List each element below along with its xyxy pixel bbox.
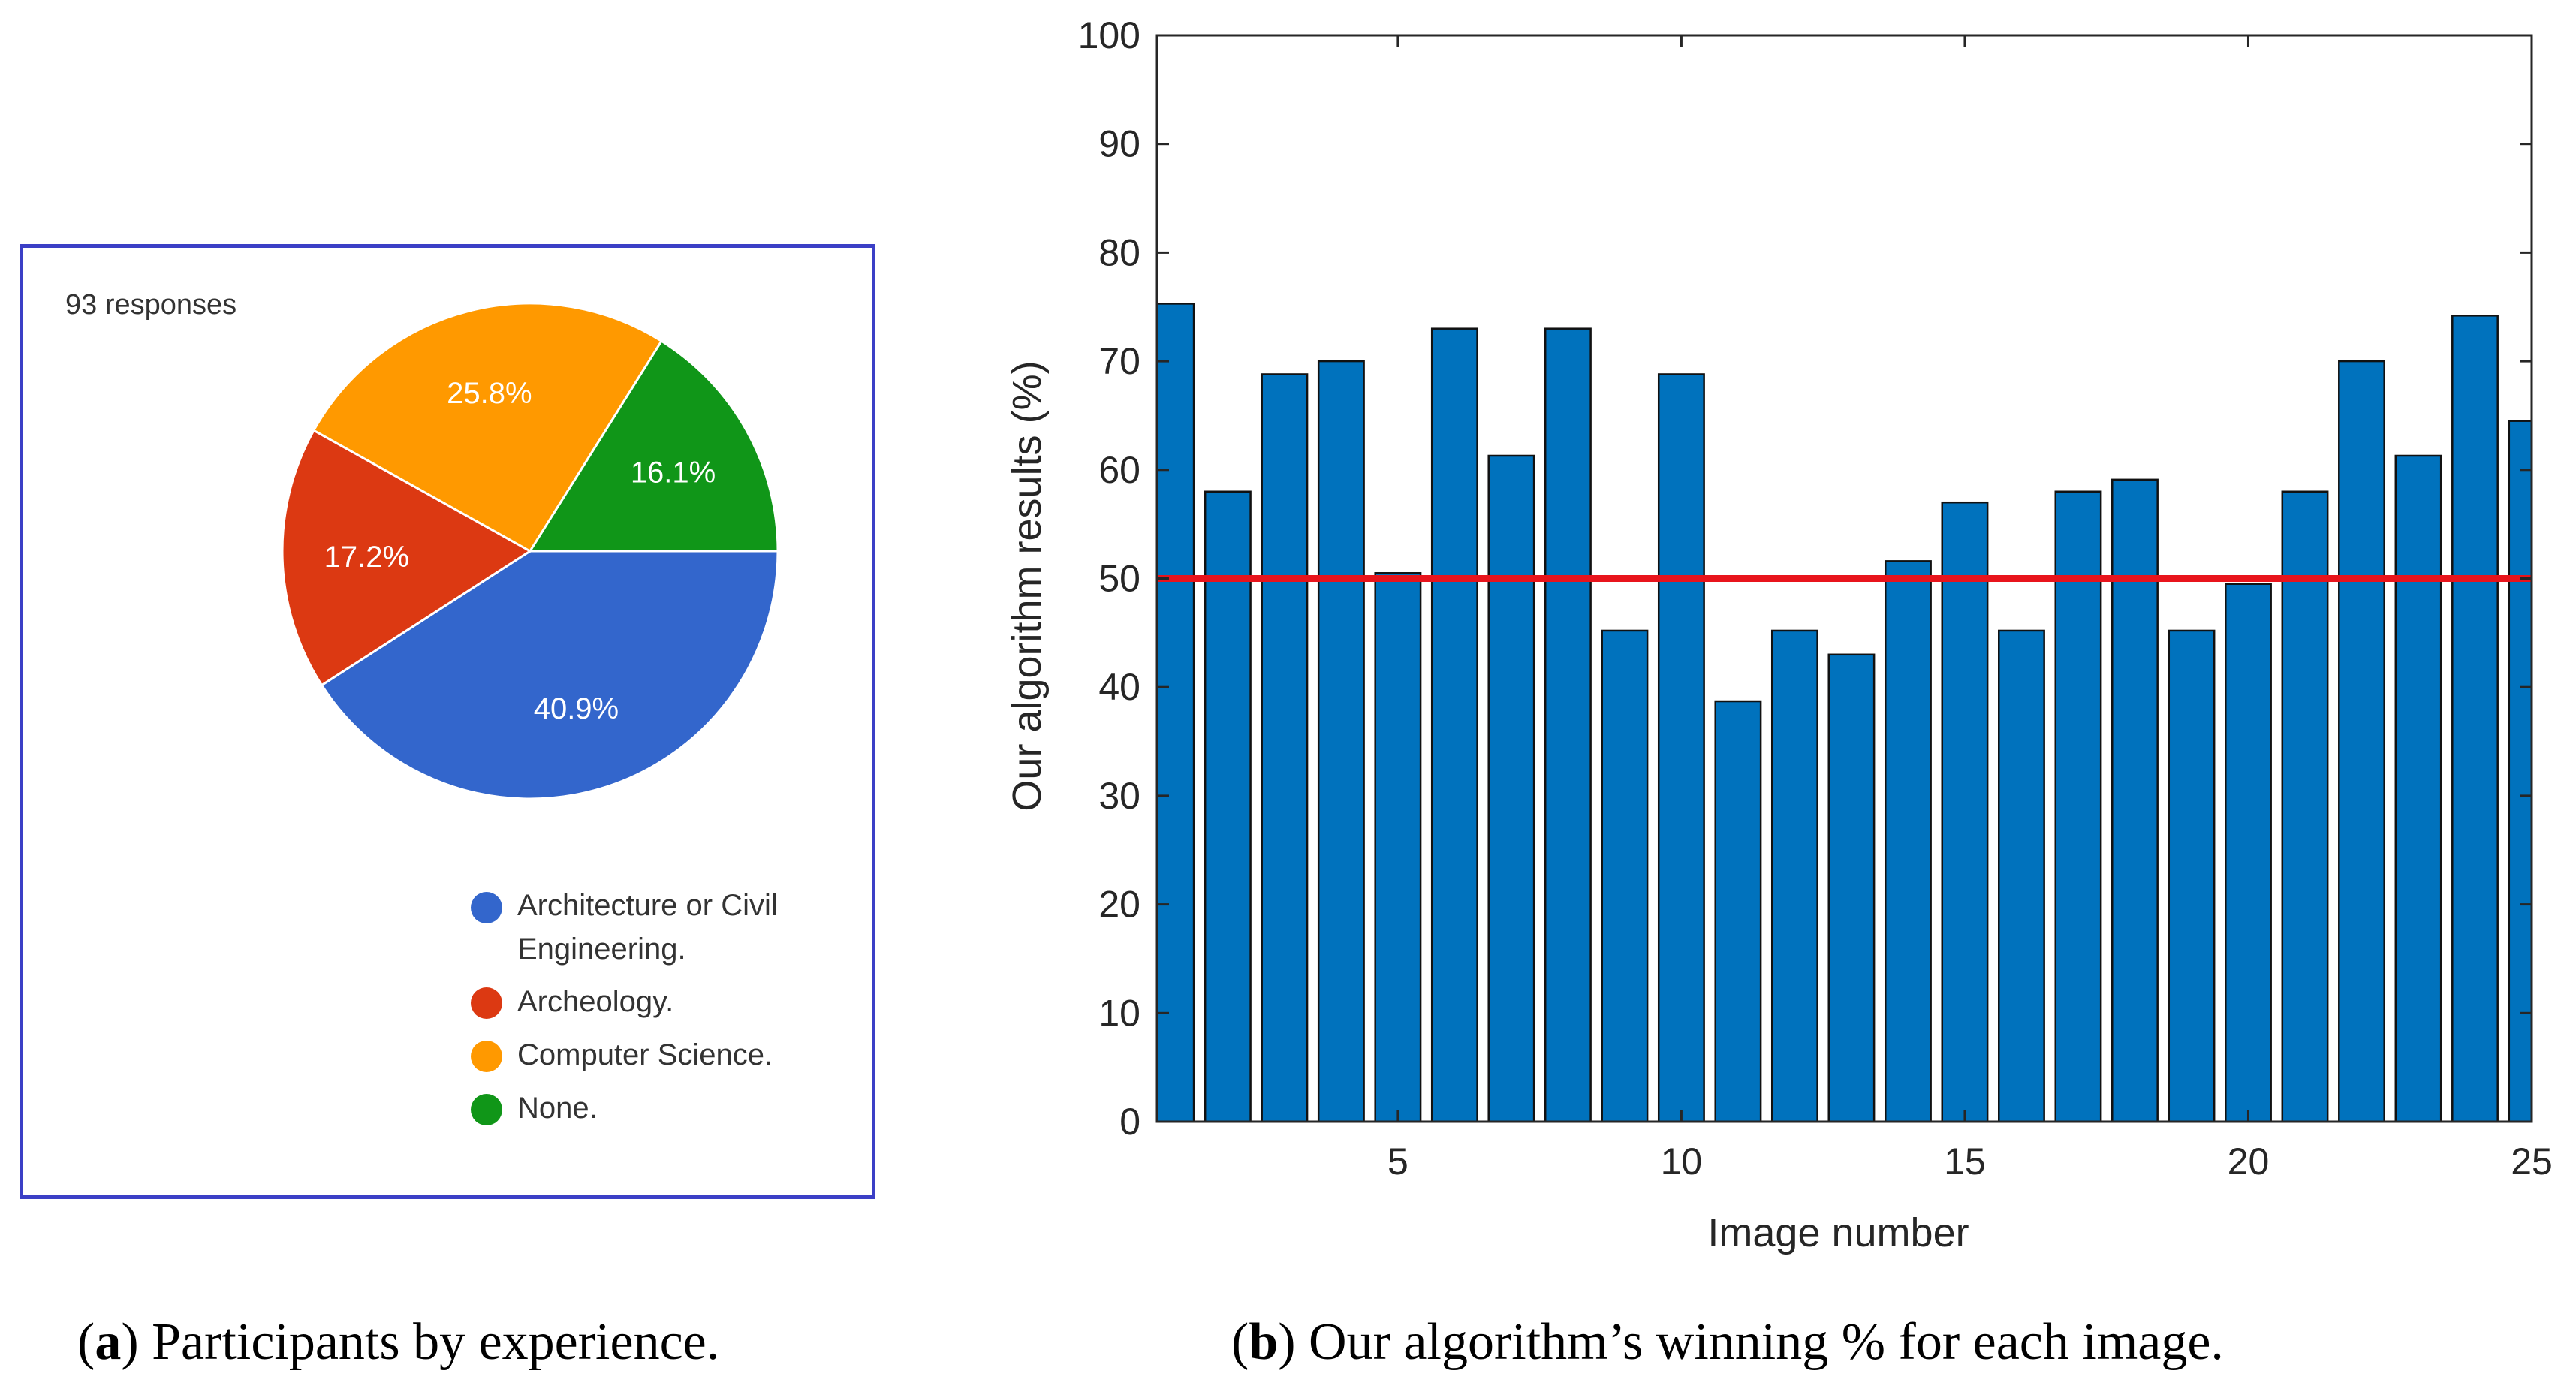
bar-image-1 xyxy=(1157,303,1195,1122)
ytick-label-40: 40 xyxy=(1098,666,1140,708)
xtick-label-10: 10 xyxy=(1661,1140,1703,1183)
xtick-label-20: 20 xyxy=(2228,1140,2270,1183)
bar-image-2 xyxy=(1204,490,1252,1122)
bar-image-11 xyxy=(1714,700,1762,1122)
caption-b-open: ( xyxy=(1231,1313,1249,1371)
ytick-label-90: 90 xyxy=(1098,123,1140,165)
pie-label-computer-science: 25.8% xyxy=(447,377,532,410)
x-axis-label: Image number xyxy=(1707,1210,1969,1255)
bar-image-5 xyxy=(1374,572,1422,1122)
ytick-label-60: 60 xyxy=(1098,449,1140,491)
bar-image-18 xyxy=(2111,478,2159,1122)
legend-label-architecture: Architecture or Civil Engineering. xyxy=(517,889,778,966)
ytick-label-10: 10 xyxy=(1098,992,1140,1034)
legend-label-none: None. xyxy=(517,1092,598,1125)
bar-image-12 xyxy=(1770,629,1818,1122)
pie-label-archeology: 17.2% xyxy=(324,541,409,574)
bar-image-22 xyxy=(2338,360,2385,1122)
ytick-label-20: 20 xyxy=(1098,884,1140,926)
bar-image-9 xyxy=(1601,629,1649,1122)
ytick-label-0: 0 xyxy=(1119,1101,1140,1143)
bar-image-14 xyxy=(1884,560,1932,1122)
bar-image-19 xyxy=(2168,629,2216,1122)
legend-dot-architecture xyxy=(471,892,502,923)
bar-group xyxy=(1157,303,2532,1122)
caption-a-open: ( xyxy=(77,1313,95,1371)
ytick-label-80: 80 xyxy=(1098,231,1140,273)
bar-image-23 xyxy=(2394,454,2442,1122)
bar-image-25 xyxy=(2508,420,2532,1122)
legend-label-archeology: Archeology. xyxy=(517,985,674,1018)
ytick-label-30: 30 xyxy=(1098,775,1140,817)
legend-dot-archeology xyxy=(471,987,502,1019)
xtick-label-15: 15 xyxy=(1944,1140,1986,1183)
bar-image-3 xyxy=(1261,373,1309,1122)
bar-image-20 xyxy=(2225,583,2272,1122)
pie-slice-computer-science xyxy=(312,302,664,553)
legend-dot-computer-science xyxy=(471,1041,502,1072)
caption-b-text: ) Our algorithm’s winning % for each ima… xyxy=(1278,1313,2224,1371)
ytick-label-100: 100 xyxy=(1078,14,1140,56)
legend-label-computer-science: Computer Science. xyxy=(517,1038,773,1071)
bar-image-17 xyxy=(2054,490,2102,1122)
bar-image-6 xyxy=(1430,327,1478,1122)
bar-image-13 xyxy=(1827,653,1876,1122)
xtick-label-5: 5 xyxy=(1387,1140,1409,1183)
ytick-label-70: 70 xyxy=(1098,340,1140,382)
pie-subtitle: 93 responses xyxy=(65,289,237,321)
ytick-label-50: 50 xyxy=(1098,558,1140,600)
caption-a-text: ) Participants by experience. xyxy=(121,1313,720,1371)
bar-image-15 xyxy=(1941,501,1989,1122)
bar-image-21 xyxy=(2281,490,2329,1122)
pie-slice-archeology xyxy=(281,429,532,687)
bar-image-24 xyxy=(2451,315,2499,1122)
caption-a: (a) Participants by experience. xyxy=(77,1312,719,1372)
bar-image-10 xyxy=(1657,373,1705,1122)
bar-image-16 xyxy=(1998,629,2045,1122)
bar-image-7 xyxy=(1487,454,1535,1122)
pie-label-none: 16.1% xyxy=(631,456,716,489)
xtick-label-25: 25 xyxy=(2511,1140,2553,1183)
bar-image-4 xyxy=(1317,360,1365,1122)
caption-b: (b) Our algorithm’s winning % for each i… xyxy=(1231,1312,2224,1372)
pie-slice-none xyxy=(528,339,779,553)
caption-a-letter: a xyxy=(95,1313,122,1371)
caption-b-letter: b xyxy=(1249,1313,1279,1371)
pie-label-architecture: 40.9% xyxy=(534,692,619,725)
y-axis-label: Our algorithm results (%) xyxy=(1005,360,1050,811)
legend-dot-none xyxy=(471,1094,502,1125)
bar-image-8 xyxy=(1544,327,1592,1122)
